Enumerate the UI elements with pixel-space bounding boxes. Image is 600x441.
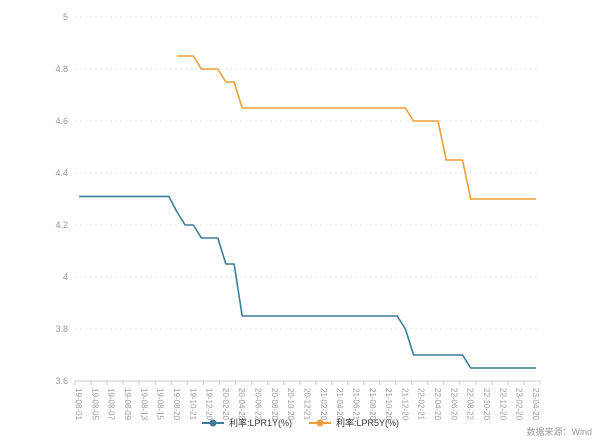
legend-label-lpr1y: 利率:LPR1Y(%): [228, 418, 292, 428]
y-axis-tick-label: 3.8: [55, 324, 68, 334]
y-axis-tick-label: 4.8: [55, 64, 68, 74]
x-axis-tick-label: 19-08-15: [156, 388, 165, 421]
x-axis-tick-label: 21-04-20: [335, 388, 344, 421]
x-axis-tick-label: 19-08-01: [74, 388, 83, 421]
x-axis-tick-label: 21-10-20: [384, 388, 393, 421]
y-axis-tick-label: 4.2: [55, 220, 68, 230]
x-axis-tick-label: 21-08-20: [368, 388, 377, 421]
x-axis-tick-label: 19-08-13: [139, 388, 148, 421]
x-axis-tick-label: 23-04-20: [531, 388, 540, 421]
legend-item-lpr1y[interactable]: 利率:LPR1Y(%): [201, 418, 292, 428]
x-axis-tick-label: 19-08-07: [107, 388, 116, 421]
x-axis-tick-label: 19-10-21: [188, 388, 197, 421]
x-axis-tick-label: 19-08-09: [123, 388, 132, 421]
x-axis-tick-label: 19-08-20: [172, 388, 181, 421]
series-line-lpr5y: [177, 55, 536, 200]
x-axis-tick-label: 20-04-20: [237, 388, 246, 421]
y-axis-tick-label: 4.4: [55, 168, 68, 178]
x-axis-tick-label: 23-02-20: [515, 388, 524, 421]
x-axis-tick-label: 21-12-20: [400, 388, 409, 421]
x-axis-tick-label: 22-12-20: [498, 388, 507, 421]
x-axis-tick-label: 20-02-20: [221, 388, 230, 421]
x-axis-tick-label: 20-06-22: [254, 388, 263, 421]
x-axis-tick-label: 19-12-20: [205, 388, 214, 421]
y-axis-tick-label: 5: [63, 12, 68, 22]
x-axis-tick-label: 20-10-20: [286, 388, 295, 421]
legend-line-marker-lpr1y: [201, 419, 224, 427]
legend-item-lpr5y[interactable]: 利率:LPR5Y(%): [308, 418, 399, 428]
x-axis-tick-label: 19-08-05: [90, 388, 99, 421]
x-axis-tick-label: 22-04-20: [433, 388, 442, 421]
x-axis-tick-label: 22-02-21: [417, 388, 426, 421]
series-line-lpr1y: [79, 195, 536, 369]
x-axis-tick-label: 22-10-20: [482, 388, 491, 421]
legend-line-marker-lpr5y: [309, 419, 331, 427]
x-axis-tick-label: 21-06-21: [351, 388, 360, 421]
data-source-note: 数据来源：Wind: [526, 427, 592, 437]
y-axis-tick-label: 3.6: [55, 376, 68, 386]
x-axis-tick-label: 20-12-21: [303, 388, 312, 421]
chart-legend: 利率:LPR1Y(%) 利率:LPR5Y(%): [0, 418, 600, 428]
x-axis-tick-label: 21-02-20: [319, 388, 328, 421]
y-axis-tick-label: 4.6: [55, 116, 68, 126]
x-axis-tick-label: 22-08-22: [466, 388, 475, 421]
legend-label-lpr5y: 利率:LPR5Y(%): [336, 418, 400, 428]
x-axis-tick-label: 20-08-20: [270, 388, 279, 421]
x-axis-tick-label: 22-06-20: [449, 388, 458, 421]
y-axis-tick-label: 4: [63, 272, 68, 282]
